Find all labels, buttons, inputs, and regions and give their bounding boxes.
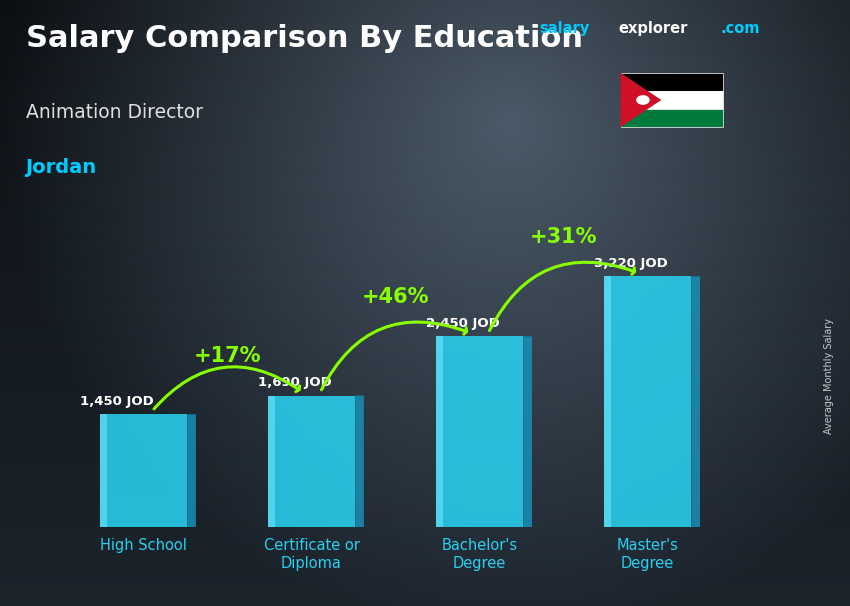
- Text: 1,690 JOD: 1,690 JOD: [258, 376, 332, 389]
- Bar: [436, 336, 443, 527]
- Text: .com: .com: [721, 21, 760, 36]
- Polygon shape: [187, 415, 196, 527]
- Text: 1,450 JOD: 1,450 JOD: [80, 395, 153, 408]
- Bar: [268, 396, 355, 527]
- Text: Jordan: Jordan: [26, 158, 97, 176]
- Text: explorer: explorer: [618, 21, 688, 36]
- Bar: [604, 276, 611, 527]
- Bar: [99, 415, 187, 527]
- Text: 3,220 JOD: 3,220 JOD: [594, 257, 667, 270]
- Bar: [436, 336, 524, 527]
- Polygon shape: [524, 336, 532, 527]
- Text: +31%: +31%: [530, 227, 598, 247]
- Text: Animation Director: Animation Director: [26, 103, 202, 122]
- Text: 2,450 JOD: 2,450 JOD: [426, 317, 500, 330]
- Circle shape: [636, 95, 649, 105]
- Bar: [620, 91, 722, 109]
- Text: salary: salary: [540, 21, 590, 36]
- Text: +46%: +46%: [362, 287, 429, 307]
- Text: Average Monthly Salary: Average Monthly Salary: [824, 318, 834, 434]
- Bar: [620, 73, 722, 91]
- Bar: [604, 276, 691, 527]
- Text: Salary Comparison By Education: Salary Comparison By Education: [26, 24, 582, 53]
- Text: +17%: +17%: [194, 346, 261, 366]
- Polygon shape: [355, 396, 364, 527]
- Bar: [620, 109, 722, 127]
- Polygon shape: [620, 73, 661, 127]
- Bar: [268, 396, 275, 527]
- Bar: [99, 415, 107, 527]
- Polygon shape: [691, 276, 700, 527]
